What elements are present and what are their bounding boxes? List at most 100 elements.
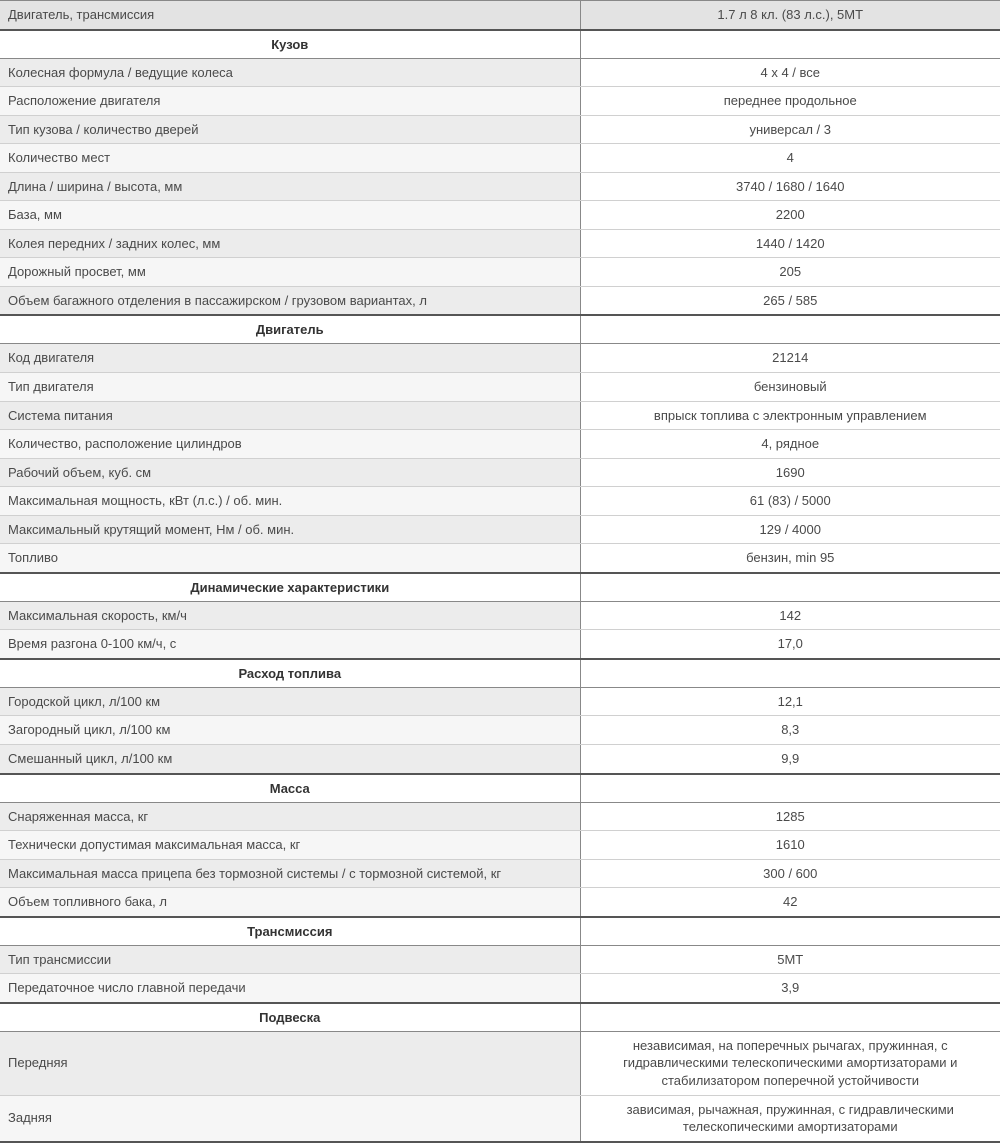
- spec-label: Объем топливного бака, л: [0, 888, 580, 917]
- spec-value: 265 / 585: [580, 286, 1000, 315]
- spec-value: бензин, min 95: [580, 544, 1000, 573]
- spec-label: Количество мест: [0, 144, 580, 173]
- table-row: Максимальный крутящий момент, Нм / об. м…: [0, 515, 1000, 544]
- section-title: Кузов: [0, 30, 580, 59]
- section-empty: [580, 30, 1000, 59]
- spec-value: впрыск топлива с электронным управлением: [580, 401, 1000, 430]
- spec-value: 1610: [580, 831, 1000, 860]
- spec-value: 5МТ: [580, 945, 1000, 974]
- spec-value: 205: [580, 258, 1000, 287]
- spec-value: 9,9: [580, 745, 1000, 774]
- spec-value: 8,3: [580, 716, 1000, 745]
- spec-label: Смешанный цикл, л/100 км: [0, 745, 580, 774]
- spec-value: переднее продольное: [580, 87, 1000, 116]
- section-title: Масса: [0, 774, 580, 803]
- header-label: Двигатель, трансмиссия: [0, 1, 580, 30]
- spec-value: 42: [580, 888, 1000, 917]
- header-value: 1.7 л 8 кл. (83 л.с.), 5МТ: [580, 1, 1000, 30]
- section-title: Трансмиссия: [0, 917, 580, 946]
- table-row: Рабочий объем, куб. см1690: [0, 458, 1000, 487]
- spec-label: Топливо: [0, 544, 580, 573]
- spec-value: зависимая, рычажная, пружинная, с гидрав…: [580, 1095, 1000, 1142]
- table-row: Длина / ширина / высота, мм3740 / 1680 /…: [0, 172, 1000, 201]
- spec-label: Максимальная масса прицепа без тормозной…: [0, 859, 580, 888]
- section-title: Динамические характеристики: [0, 573, 580, 602]
- section-title: Двигатель: [0, 315, 580, 344]
- spec-label: Снаряженная масса, кг: [0, 802, 580, 831]
- spec-label: Колея передних / задних колес, мм: [0, 229, 580, 258]
- table-row: Система питаниявпрыск топлива с электрон…: [0, 401, 1000, 430]
- table-row: Городской цикл, л/100 км12,1: [0, 687, 1000, 716]
- spec-value: 4 x 4 / все: [580, 58, 1000, 87]
- spec-label: Тип трансмиссии: [0, 945, 580, 974]
- table-row: Количество мест4: [0, 144, 1000, 173]
- table-row: Передняянезависимая, на поперечных рычаг…: [0, 1031, 1000, 1095]
- spec-value: 1690: [580, 458, 1000, 487]
- table-row: Колея передних / задних колес, мм1440 / …: [0, 229, 1000, 258]
- spec-label: Задняя: [0, 1095, 580, 1142]
- table-row: Объем топливного бака, л42: [0, 888, 1000, 917]
- spec-label: Загородный цикл, л/100 км: [0, 716, 580, 745]
- section-empty: [580, 315, 1000, 344]
- spec-label: Система питания: [0, 401, 580, 430]
- spec-value: 3740 / 1680 / 1640: [580, 172, 1000, 201]
- spec-value: 129 / 4000: [580, 515, 1000, 544]
- spec-label: Длина / ширина / высота, мм: [0, 172, 580, 201]
- spec-label: Городской цикл, л/100 км: [0, 687, 580, 716]
- spec-label: Время разгона 0-100 км/ч, с: [0, 630, 580, 659]
- spec-label: Объем багажного отделения в пассажирском…: [0, 286, 580, 315]
- spec-label: База, мм: [0, 201, 580, 230]
- table-row: Тип двигателябензиновый: [0, 373, 1000, 402]
- spec-value: универсал / 3: [580, 115, 1000, 144]
- table-row: Передаточное число главной передачи3,9: [0, 974, 1000, 1003]
- table-row: Объем багажного отделения в пассажирском…: [0, 286, 1000, 315]
- spec-label: Код двигателя: [0, 344, 580, 373]
- spec-value: 4, рядное: [580, 430, 1000, 459]
- section-title: Расход топлива: [0, 659, 580, 688]
- spec-label: Расположение двигателя: [0, 87, 580, 116]
- spec-label: Максимальная мощность, кВт (л.с.) / об. …: [0, 487, 580, 516]
- spec-label: Максимальная скорость, км/ч: [0, 601, 580, 630]
- spec-value: 1440 / 1420: [580, 229, 1000, 258]
- table-row: Колесная формула / ведущие колеса4 x 4 /…: [0, 58, 1000, 87]
- spec-label: Тип двигателя: [0, 373, 580, 402]
- table-row: Максимальная скорость, км/ч142: [0, 601, 1000, 630]
- section-empty: [580, 1003, 1000, 1032]
- table-row: База, мм2200: [0, 201, 1000, 230]
- spec-value: 142: [580, 601, 1000, 630]
- spec-label: Тип кузова / количество дверей: [0, 115, 580, 144]
- table-row: Загородный цикл, л/100 км8,3: [0, 716, 1000, 745]
- table-row: Тип трансмиссии5МТ: [0, 945, 1000, 974]
- section-empty: [580, 917, 1000, 946]
- spec-table: Двигатель, трансмиссия1.7 л 8 кл. (83 л.…: [0, 0, 1000, 1143]
- spec-value: бензиновый: [580, 373, 1000, 402]
- table-row: Количество, расположение цилиндров4, ряд…: [0, 430, 1000, 459]
- table-row: Код двигателя21214: [0, 344, 1000, 373]
- section-empty: [580, 774, 1000, 803]
- spec-value: 4: [580, 144, 1000, 173]
- spec-value: 61 (83) / 5000: [580, 487, 1000, 516]
- table-row: Топливобензин, min 95: [0, 544, 1000, 573]
- spec-value: 17,0: [580, 630, 1000, 659]
- spec-value: независимая, на поперечных рычагах, пруж…: [580, 1031, 1000, 1095]
- spec-label: Дорожный просвет, мм: [0, 258, 580, 287]
- table-row: Дорожный просвет, мм205: [0, 258, 1000, 287]
- spec-label: Технически допустимая максимальная масса…: [0, 831, 580, 860]
- spec-label: Колесная формула / ведущие колеса: [0, 58, 580, 87]
- section-empty: [580, 659, 1000, 688]
- table-row: Технически допустимая максимальная масса…: [0, 831, 1000, 860]
- table-row: Время разгона 0-100 км/ч, с17,0: [0, 630, 1000, 659]
- spec-value: 3,9: [580, 974, 1000, 1003]
- spec-value: 1285: [580, 802, 1000, 831]
- spec-label: Максимальный крутящий момент, Нм / об. м…: [0, 515, 580, 544]
- table-row: Максимальная масса прицепа без тормозной…: [0, 859, 1000, 888]
- table-row: Смешанный цикл, л/100 км9,9: [0, 745, 1000, 774]
- spec-value: 2200: [580, 201, 1000, 230]
- section-empty: [580, 573, 1000, 602]
- spec-value: 12,1: [580, 687, 1000, 716]
- table-row: Задняязависимая, рычажная, пружинная, с …: [0, 1095, 1000, 1142]
- table-row: Снаряженная масса, кг1285: [0, 802, 1000, 831]
- section-title: Подвеска: [0, 1003, 580, 1032]
- spec-label: Передняя: [0, 1031, 580, 1095]
- spec-value: 300 / 600: [580, 859, 1000, 888]
